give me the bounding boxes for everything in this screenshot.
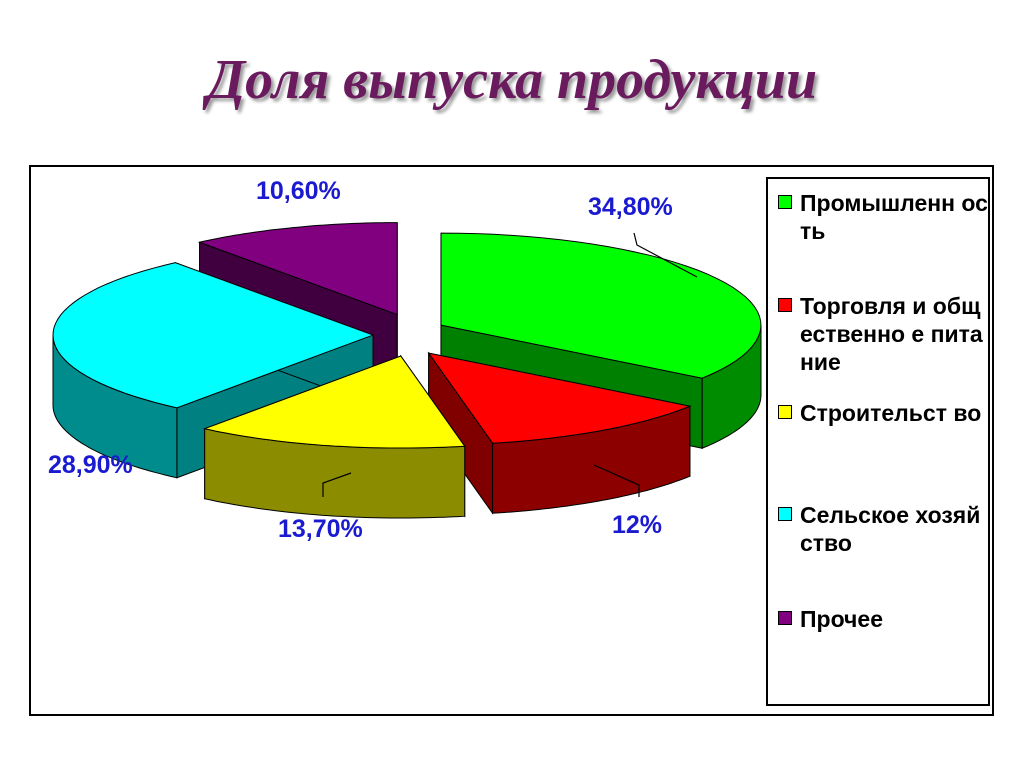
chart-title: Доля выпуска продукции	[206, 49, 818, 111]
pie-slice-construction	[202, 354, 466, 519]
data-label-agriculture: 28,90%	[48, 451, 133, 479]
legend-item-agriculture: Сельское хозяйство	[778, 501, 988, 557]
legend-label-other: Прочее	[800, 606, 883, 632]
legend-item-other: Прочее	[778, 605, 988, 633]
legend-swatch-construction	[778, 405, 792, 419]
data-label-construction: 13,70%	[278, 515, 363, 543]
legend-item-industry: Промышленн ость	[778, 189, 988, 245]
legend-item-trade: Торговля и общественно е питание	[778, 292, 988, 376]
leader-line-industry	[633, 232, 698, 278]
legend-label-industry: Промышленн ость	[800, 190, 988, 244]
legend-swatch-agriculture	[778, 507, 792, 521]
data-label-trade: 12%	[612, 511, 663, 539]
pie-chart	[52, 222, 762, 519]
data-label-industry: 34,80%	[588, 193, 673, 221]
legend-label-agriculture: Сельское хозяйство	[800, 502, 981, 556]
pie-slice-trade	[427, 351, 692, 515]
legend-label-construction: Строительст во	[800, 400, 982, 426]
chart-legend: Промышленн ость Торговля и общественно е…	[766, 177, 990, 706]
leader-line-construction	[322, 472, 352, 497]
legend-swatch-industry	[778, 195, 792, 209]
leader-line-trade	[593, 464, 640, 497]
legend-label-trade: Торговля и общественно е питание	[800, 293, 983, 375]
legend-item-construction: Строительст во	[778, 399, 988, 427]
data-label-other: 10,60%	[256, 177, 341, 205]
legend-swatch-other	[778, 611, 792, 625]
legend-swatch-trade	[778, 298, 792, 312]
